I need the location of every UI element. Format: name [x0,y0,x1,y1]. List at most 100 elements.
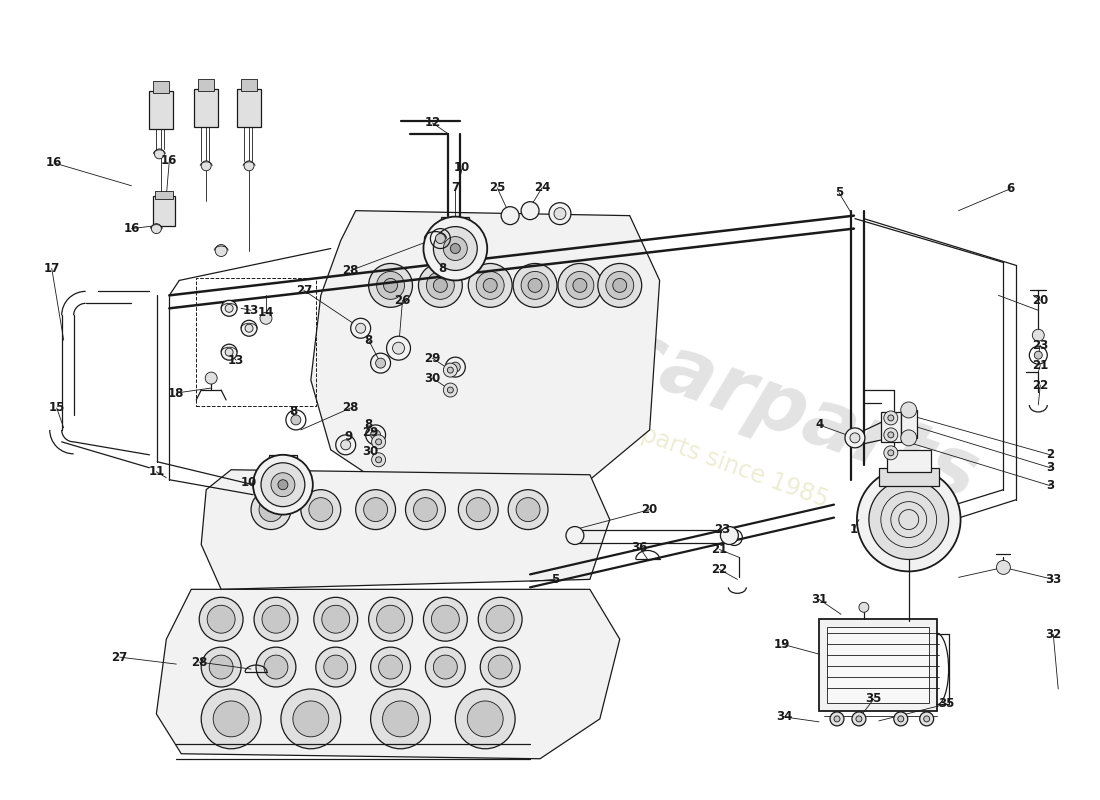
Circle shape [450,362,460,372]
Circle shape [378,655,403,679]
Text: 20: 20 [641,503,658,516]
Circle shape [606,271,634,299]
Text: 5: 5 [835,186,843,199]
Text: 8: 8 [289,406,297,418]
Text: 17: 17 [44,262,59,275]
Text: 10: 10 [454,162,471,174]
Circle shape [869,480,948,559]
Circle shape [322,606,350,633]
Circle shape [371,647,410,687]
Text: 18: 18 [168,386,185,399]
Circle shape [486,606,514,633]
Circle shape [845,428,865,448]
Text: 28: 28 [342,402,359,414]
Circle shape [293,701,329,737]
Circle shape [245,324,253,332]
Text: 15: 15 [48,402,65,414]
Text: 16: 16 [123,222,140,235]
Circle shape [516,498,540,522]
Bar [150,91,174,129]
Text: 8: 8 [438,262,447,275]
Circle shape [521,271,549,299]
Bar [820,619,937,711]
Circle shape [154,149,164,159]
Text: 36: 36 [631,541,648,554]
Circle shape [898,716,904,722]
Text: 16: 16 [161,154,177,167]
Circle shape [199,598,243,641]
Text: 11: 11 [148,466,165,478]
Circle shape [1034,351,1043,359]
Circle shape [368,598,412,641]
Circle shape [201,647,241,687]
Circle shape [253,455,312,514]
Text: eurocarparts: eurocarparts [410,243,989,517]
Circle shape [376,606,405,633]
Circle shape [830,712,844,726]
Circle shape [424,217,487,281]
Text: 27: 27 [296,284,312,297]
Circle shape [834,716,840,722]
Circle shape [443,363,458,377]
Circle shape [364,498,387,522]
Text: 1: 1 [850,523,858,536]
Polygon shape [156,590,619,758]
Circle shape [549,202,571,225]
Text: 6: 6 [1006,182,1014,195]
Circle shape [368,263,412,307]
Circle shape [427,271,454,299]
Circle shape [468,701,503,737]
Text: 16: 16 [45,156,62,170]
Circle shape [450,243,460,254]
Circle shape [997,561,1011,574]
Circle shape [309,498,333,522]
Circle shape [414,498,438,522]
Circle shape [290,415,301,425]
Text: 8: 8 [364,334,373,346]
Circle shape [301,490,341,530]
Text: 29: 29 [362,426,378,439]
Text: 32: 32 [1045,628,1062,641]
Bar [827,627,928,703]
Text: 14: 14 [257,306,274,319]
Circle shape [850,433,860,443]
Text: 28: 28 [191,655,208,669]
Circle shape [256,647,296,687]
Circle shape [355,323,365,334]
Circle shape [455,689,515,749]
Circle shape [483,278,497,292]
Circle shape [371,689,430,749]
Circle shape [216,245,227,257]
Text: 22: 22 [1032,378,1048,391]
Circle shape [375,457,382,462]
Circle shape [732,534,737,541]
Bar [238,89,261,127]
Bar [901,410,916,438]
Bar [887,450,931,472]
Text: 3: 3 [1046,462,1054,474]
Circle shape [573,278,587,292]
Circle shape [1032,330,1044,342]
Circle shape [528,278,542,292]
Text: 3: 3 [1046,479,1054,492]
Circle shape [888,415,894,421]
Circle shape [448,367,453,373]
Circle shape [316,647,355,687]
Circle shape [920,712,934,726]
Circle shape [244,161,254,170]
Circle shape [554,208,565,220]
Text: 13: 13 [228,354,244,366]
Text: 19: 19 [774,638,791,650]
Text: 31: 31 [811,593,827,606]
Text: 26: 26 [394,294,410,307]
Circle shape [206,372,217,384]
Circle shape [271,473,295,497]
Circle shape [433,278,448,292]
Circle shape [883,428,898,442]
Circle shape [201,161,211,170]
Circle shape [372,435,386,449]
Circle shape [597,263,641,307]
Circle shape [894,712,908,726]
Bar [879,468,938,486]
Circle shape [383,701,418,737]
